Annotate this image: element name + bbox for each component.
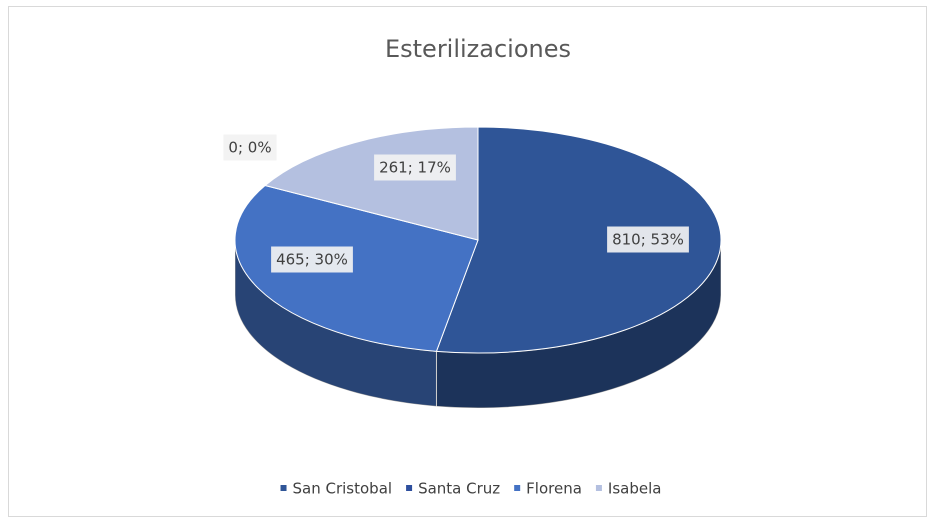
slice: [435, 126, 722, 409]
legend-label: Isabela: [608, 480, 662, 498]
legend-swatch: [595, 485, 602, 491]
slice-top: [435, 126, 722, 354]
legend-label: Santa Cruz: [418, 480, 500, 498]
data-label-box: [607, 226, 689, 253]
data-label-box: [223, 134, 277, 161]
legend-swatch: [280, 485, 287, 491]
slice-side-shade: [436, 240, 721, 408]
chart-title: Esterilizaciones: [385, 35, 571, 63]
legend-swatch: [514, 485, 521, 491]
data-label: 261; 17%: [379, 159, 451, 177]
slice-top: [234, 184, 479, 352]
legend-label: San Cristobal: [293, 480, 393, 498]
data-label: 0; 0%: [228, 139, 271, 157]
legend-label: Florena: [526, 480, 582, 498]
slice: [234, 184, 479, 407]
legend-swatch: [406, 485, 413, 491]
data-label: 465; 30%: [276, 251, 348, 269]
data-label-box: [271, 246, 353, 273]
data-label: 810; 53%: [612, 231, 684, 249]
data-label-box: [374, 154, 456, 181]
slice-side-shade: [234, 240, 437, 407]
